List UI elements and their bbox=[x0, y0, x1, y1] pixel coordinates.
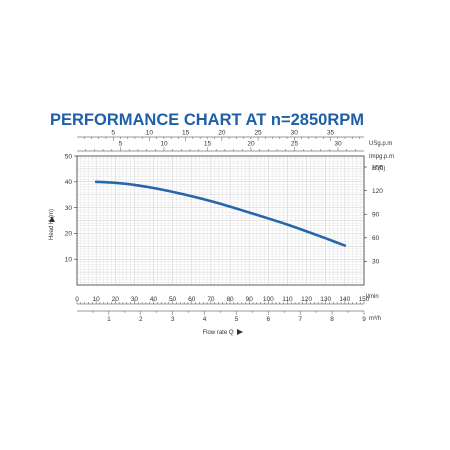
x-axis-arrow-icon bbox=[237, 329, 243, 335]
m3h-tick-label: 9 bbox=[362, 316, 366, 323]
y-tick-label: 40 bbox=[65, 179, 73, 186]
x-tick-label: 40 bbox=[150, 296, 158, 303]
m3h-tick-label: 2 bbox=[139, 316, 143, 323]
ft-tick-label: 30 bbox=[372, 259, 380, 266]
y-tick-label: 30 bbox=[65, 205, 73, 212]
bottom-axes: 0 10 20 30 40 50 60 70 80 90 100 110 120 130 140 150 1 2 3… bbox=[75, 296, 370, 323]
impgpm-tick-label: 30 bbox=[334, 141, 342, 148]
x-tick-label: 100 bbox=[263, 296, 274, 303]
x-tick-label: 60 bbox=[188, 296, 196, 303]
top-axes: 5 10 15 20 25 30 35 5 10 15 20 25 30 bbox=[77, 130, 364, 152]
y-axis-label: Head H (m) bbox=[49, 209, 55, 240]
usgpm-tick-label: 5 bbox=[111, 130, 115, 137]
left-axis: 10 20 30 40 50 bbox=[65, 153, 77, 264]
x-tick-label: 30 bbox=[131, 296, 139, 303]
x-tick-label: 110 bbox=[282, 296, 293, 303]
m3h-tick-label: 8 bbox=[330, 316, 334, 323]
y-tick-label: 10 bbox=[65, 257, 73, 264]
usgpm-tick-label: 25 bbox=[254, 130, 262, 137]
x-tick-label: 70 bbox=[207, 296, 215, 303]
lmin-unit-label: l/min bbox=[366, 294, 379, 300]
m3h-unit-label: m³/h bbox=[369, 316, 381, 322]
ft-tick-label: 120 bbox=[372, 188, 383, 195]
m3h-tick-label: 6 bbox=[267, 316, 271, 323]
usgpm-tick-label: 20 bbox=[218, 130, 226, 137]
usgpm-unit-label: USg.p.m bbox=[369, 141, 392, 147]
x-tick-label: 140 bbox=[339, 296, 350, 303]
usgpm-tick-label: 10 bbox=[146, 130, 154, 137]
ft-tick-label: 90 bbox=[372, 212, 380, 219]
impgpm-tick-label: 10 bbox=[160, 141, 168, 148]
x-tick-label: 90 bbox=[246, 296, 254, 303]
m3h-tick-label: 1 bbox=[107, 316, 111, 323]
y-tick-label: 20 bbox=[65, 231, 73, 238]
ft-unit-label: H (ft) bbox=[372, 166, 385, 172]
impgpm-tick-label: 15 bbox=[204, 141, 212, 148]
right-axis: 30 60 90 120 150 bbox=[364, 164, 383, 266]
x-tick-label: 10 bbox=[93, 296, 101, 303]
plot-frame bbox=[76, 155, 365, 286]
head-flow-curve bbox=[94, 180, 347, 247]
y-axis-arrow-icon bbox=[49, 216, 55, 222]
chart-title: PERFORMANCE CHART AT n=2850RPM bbox=[50, 111, 364, 129]
x-tick-label: 80 bbox=[226, 296, 234, 303]
x-tick-label: 50 bbox=[169, 296, 177, 303]
y-tick-label: 50 bbox=[65, 153, 73, 160]
x-axis-label: Flow rate Q bbox=[202, 330, 233, 336]
ft-tick-label: 150 bbox=[372, 164, 383, 171]
impgpm-tick-label: 5 bbox=[119, 141, 123, 148]
m3h-tick-label: 5 bbox=[235, 316, 239, 323]
grid bbox=[77, 156, 364, 285]
x-tick-label: 130 bbox=[320, 296, 331, 303]
impgpm-tick-label: 25 bbox=[291, 141, 299, 148]
x-tick-label: 150 bbox=[359, 296, 370, 303]
x-tick-label: 0 bbox=[75, 296, 79, 303]
usgpm-tick-label: 15 bbox=[182, 130, 190, 137]
impgpm-tick-label: 20 bbox=[247, 141, 255, 148]
usgpm-tick-label: 30 bbox=[291, 130, 299, 137]
m3h-tick-label: 4 bbox=[203, 316, 207, 323]
x-tick-label: 20 bbox=[112, 296, 120, 303]
m3h-tick-label: 3 bbox=[171, 316, 175, 323]
ft-tick-label: 60 bbox=[372, 235, 380, 242]
m3h-tick-label: 7 bbox=[298, 316, 302, 323]
impgpm-unit-label: Impg.p.m bbox=[369, 154, 394, 160]
usgpm-tick-label: 35 bbox=[327, 130, 335, 137]
x-tick-label: 120 bbox=[301, 296, 312, 303]
